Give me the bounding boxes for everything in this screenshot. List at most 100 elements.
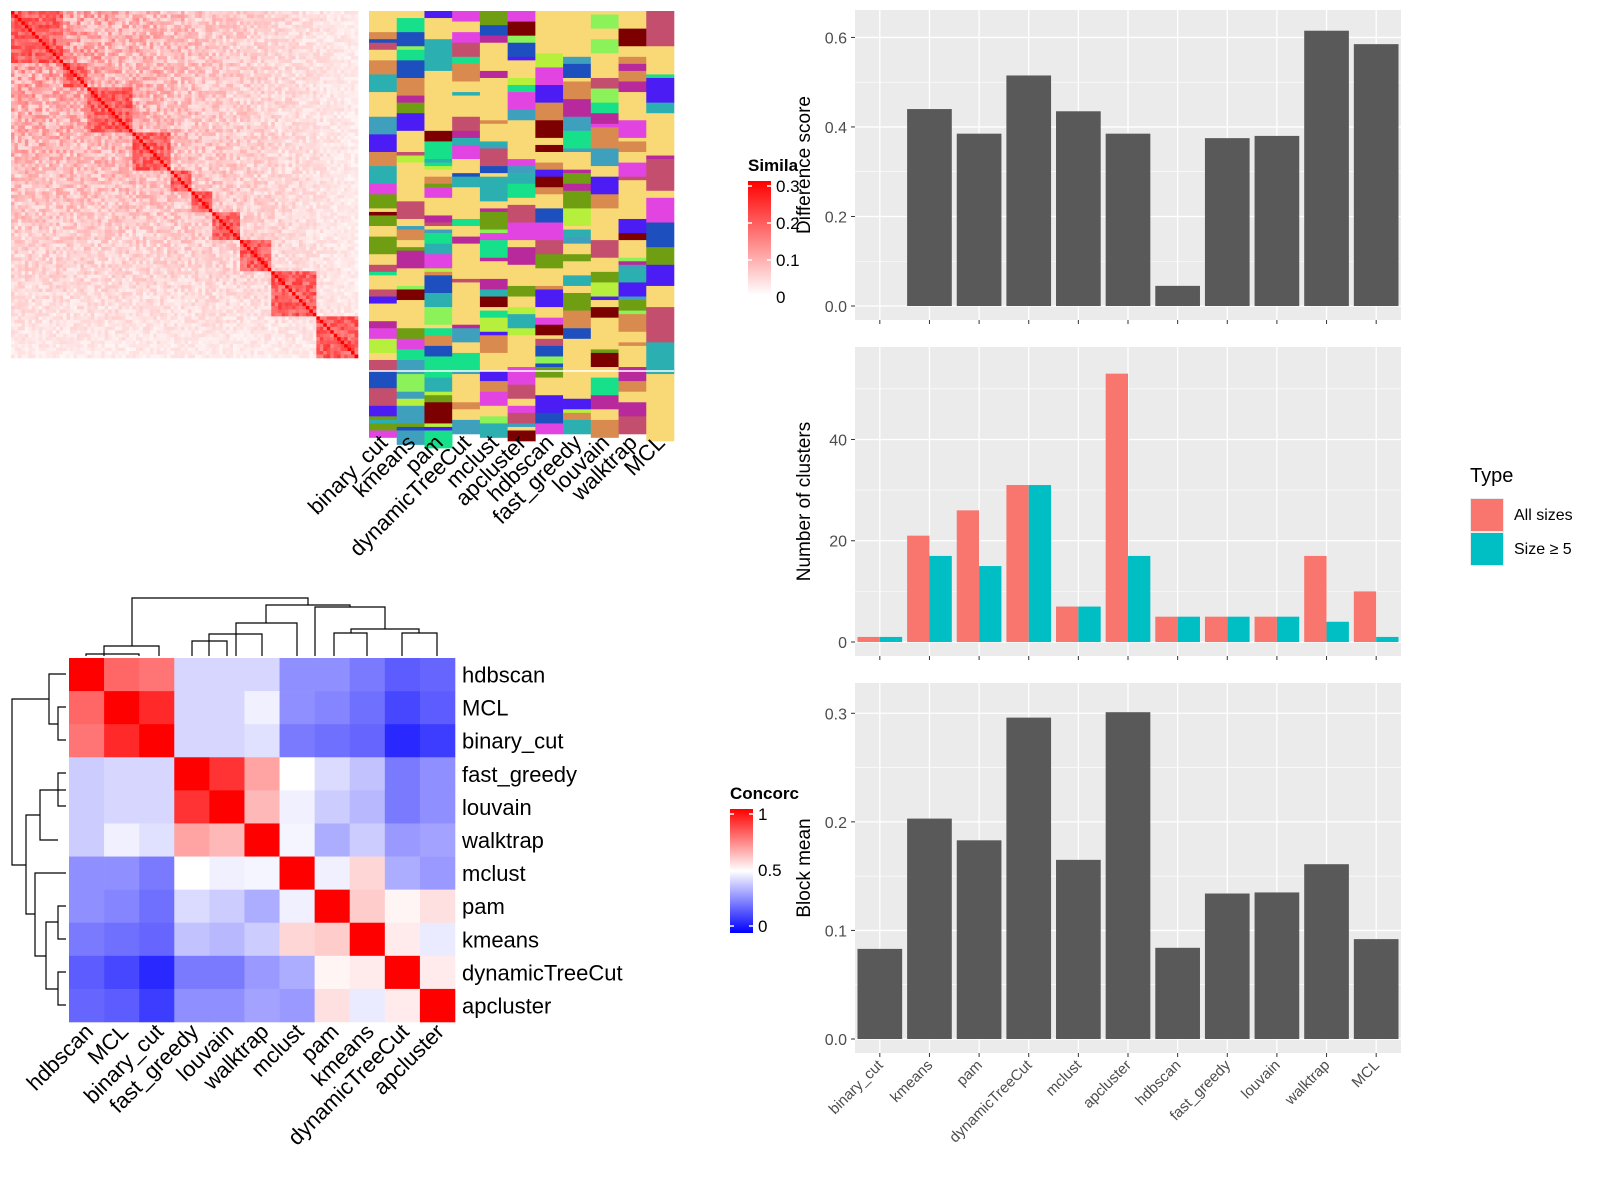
similarity-cell: [340, 170, 345, 175]
similarity-cell: [21, 122, 26, 126]
similarity-cell: [156, 59, 161, 64]
similarity-cell: [264, 73, 269, 78]
similarity-cell: [139, 59, 144, 64]
similarity-cell: [316, 69, 321, 74]
similarity-cell: [56, 56, 60, 60]
similarity-cell: [11, 24, 15, 29]
similarity-cell: [132, 111, 137, 116]
similarity-cell: [198, 69, 203, 74]
similarity-cell: [305, 49, 310, 53]
similarity-cell: [285, 170, 289, 175]
similarity-cell: [153, 125, 158, 130]
similarity-cell: [215, 128, 220, 133]
similarity-cell: [83, 163, 88, 168]
similarity-cell: [87, 80, 92, 85]
similarity-cell: [167, 156, 171, 161]
similarity-cell: [63, 181, 67, 185]
similarity-cell: [156, 52, 161, 57]
similarity-cell: [76, 170, 81, 175]
similarity-cell: [229, 24, 234, 29]
similarity-cell: [101, 83, 105, 88]
similarity-cell: [347, 31, 352, 36]
similarity-cell: [316, 76, 321, 81]
similarity-cell: [340, 14, 345, 19]
similarity-cell: [316, 167, 321, 171]
similarity-cell: [229, 142, 234, 147]
similarity-cell: [264, 76, 269, 81]
similarity-cell: [101, 149, 105, 154]
similarity-cell: [42, 104, 46, 109]
similarity-cell: [142, 17, 147, 22]
similarity-cell: [309, 49, 314, 53]
similarity-cell: [253, 35, 258, 40]
similarity-cell: [347, 24, 352, 29]
similarity-cell: [253, 139, 258, 144]
similarity-cell: [201, 31, 206, 36]
similarity-cell: [274, 21, 279, 26]
similarity-cell: [250, 170, 255, 175]
similarity-cell: [28, 66, 33, 71]
similarity-cell: [208, 83, 213, 88]
similarity-cell: [285, 87, 289, 92]
similarity-cell: [170, 31, 175, 36]
similarity-cell: [128, 59, 133, 64]
similarity-cell: [181, 111, 185, 116]
similarity-cell: [146, 146, 151, 151]
similarity-cell: [278, 52, 282, 57]
similarity-cell: [305, 45, 310, 50]
similarity-cell: [226, 170, 230, 175]
similarity-cell: [94, 35, 99, 40]
similarity-cell: [66, 118, 71, 123]
similarity-cell: [201, 38, 206, 43]
similarity-cell: [240, 160, 244, 164]
similarity-cell: [285, 66, 289, 71]
similarity-cell: [240, 42, 244, 46]
similarity-cell: [260, 31, 265, 36]
similarity-cell: [243, 139, 248, 144]
similarity-cell: [205, 59, 210, 64]
similarity-cell: [139, 139, 144, 144]
similarity-cell: [309, 11, 314, 15]
similarity-cell: [312, 90, 317, 95]
similarity-cell: [101, 59, 105, 64]
similarity-cell: [229, 83, 234, 88]
similarity-cell: [11, 139, 15, 144]
similarity-cell: [309, 160, 314, 164]
similarity-cell: [135, 149, 140, 154]
similarity-cell: [253, 21, 258, 26]
similarity-cell: [288, 115, 293, 119]
similarity-cell: [181, 45, 185, 50]
similarity-cell: [219, 94, 223, 99]
similarity-cell: [14, 139, 19, 144]
similarity-cell: [14, 104, 19, 109]
similarity-cell: [253, 56, 258, 60]
similarity-cell: [278, 181, 282, 185]
similarity-cell: [108, 31, 112, 36]
similarity-cell: [198, 24, 203, 29]
similarity-cell: [66, 52, 71, 57]
similarity-cell: [38, 59, 43, 64]
similarity-cell: [316, 49, 321, 53]
similarity-cell: [38, 139, 43, 144]
similarity-cell: [163, 69, 168, 74]
similarity-cell: [59, 122, 64, 126]
similarity-cell: [24, 128, 29, 133]
similarity-cell: [42, 94, 46, 99]
similarity-cell: [233, 11, 237, 15]
similarity-cell: [156, 38, 161, 43]
similarity-cell: [187, 35, 192, 40]
similarity-cell: [73, 90, 78, 95]
similarity-cell: [153, 11, 158, 15]
similarity-cell: [222, 76, 227, 81]
similarity-cell: [101, 73, 105, 78]
similarity-cell: [97, 94, 102, 99]
similarity-cell: [132, 118, 137, 123]
similarity-cell: [160, 94, 164, 99]
similarity-cell: [31, 146, 36, 151]
similarity-cell: [351, 90, 355, 95]
similarity-cell: [170, 28, 175, 33]
similarity-cell: [281, 11, 286, 15]
similarity-cell: [118, 156, 123, 161]
similarity-cell: [181, 115, 185, 119]
similarity-cell: [243, 17, 248, 22]
